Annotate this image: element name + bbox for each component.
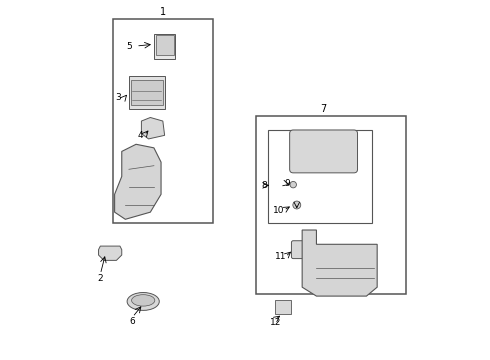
Text: 10: 10	[273, 206, 285, 215]
Bar	[268, 130, 372, 223]
Ellipse shape	[290, 181, 296, 188]
Polygon shape	[302, 230, 377, 296]
Bar	[113, 19, 213, 223]
Bar	[156, 35, 173, 55]
Polygon shape	[98, 246, 122, 260]
Text: 4: 4	[138, 131, 143, 140]
Bar	[256, 116, 406, 294]
Bar	[129, 76, 165, 109]
Text: 11: 11	[275, 252, 287, 261]
Ellipse shape	[293, 201, 301, 209]
Bar	[154, 33, 175, 59]
Text: 8: 8	[262, 181, 268, 190]
Text: 6: 6	[129, 316, 135, 325]
Text: 9: 9	[284, 179, 290, 188]
Text: 2: 2	[98, 274, 103, 283]
Polygon shape	[142, 117, 165, 139]
Text: 7: 7	[320, 104, 327, 113]
Ellipse shape	[132, 295, 155, 306]
Text: 12: 12	[270, 318, 281, 327]
FancyBboxPatch shape	[292, 241, 315, 258]
Polygon shape	[115, 144, 161, 219]
Text: 1: 1	[160, 7, 166, 17]
Text: 3: 3	[115, 93, 121, 102]
Bar	[131, 80, 163, 105]
Ellipse shape	[127, 293, 159, 310]
Text: 5: 5	[126, 41, 132, 50]
FancyBboxPatch shape	[290, 130, 358, 173]
Bar	[275, 300, 292, 314]
